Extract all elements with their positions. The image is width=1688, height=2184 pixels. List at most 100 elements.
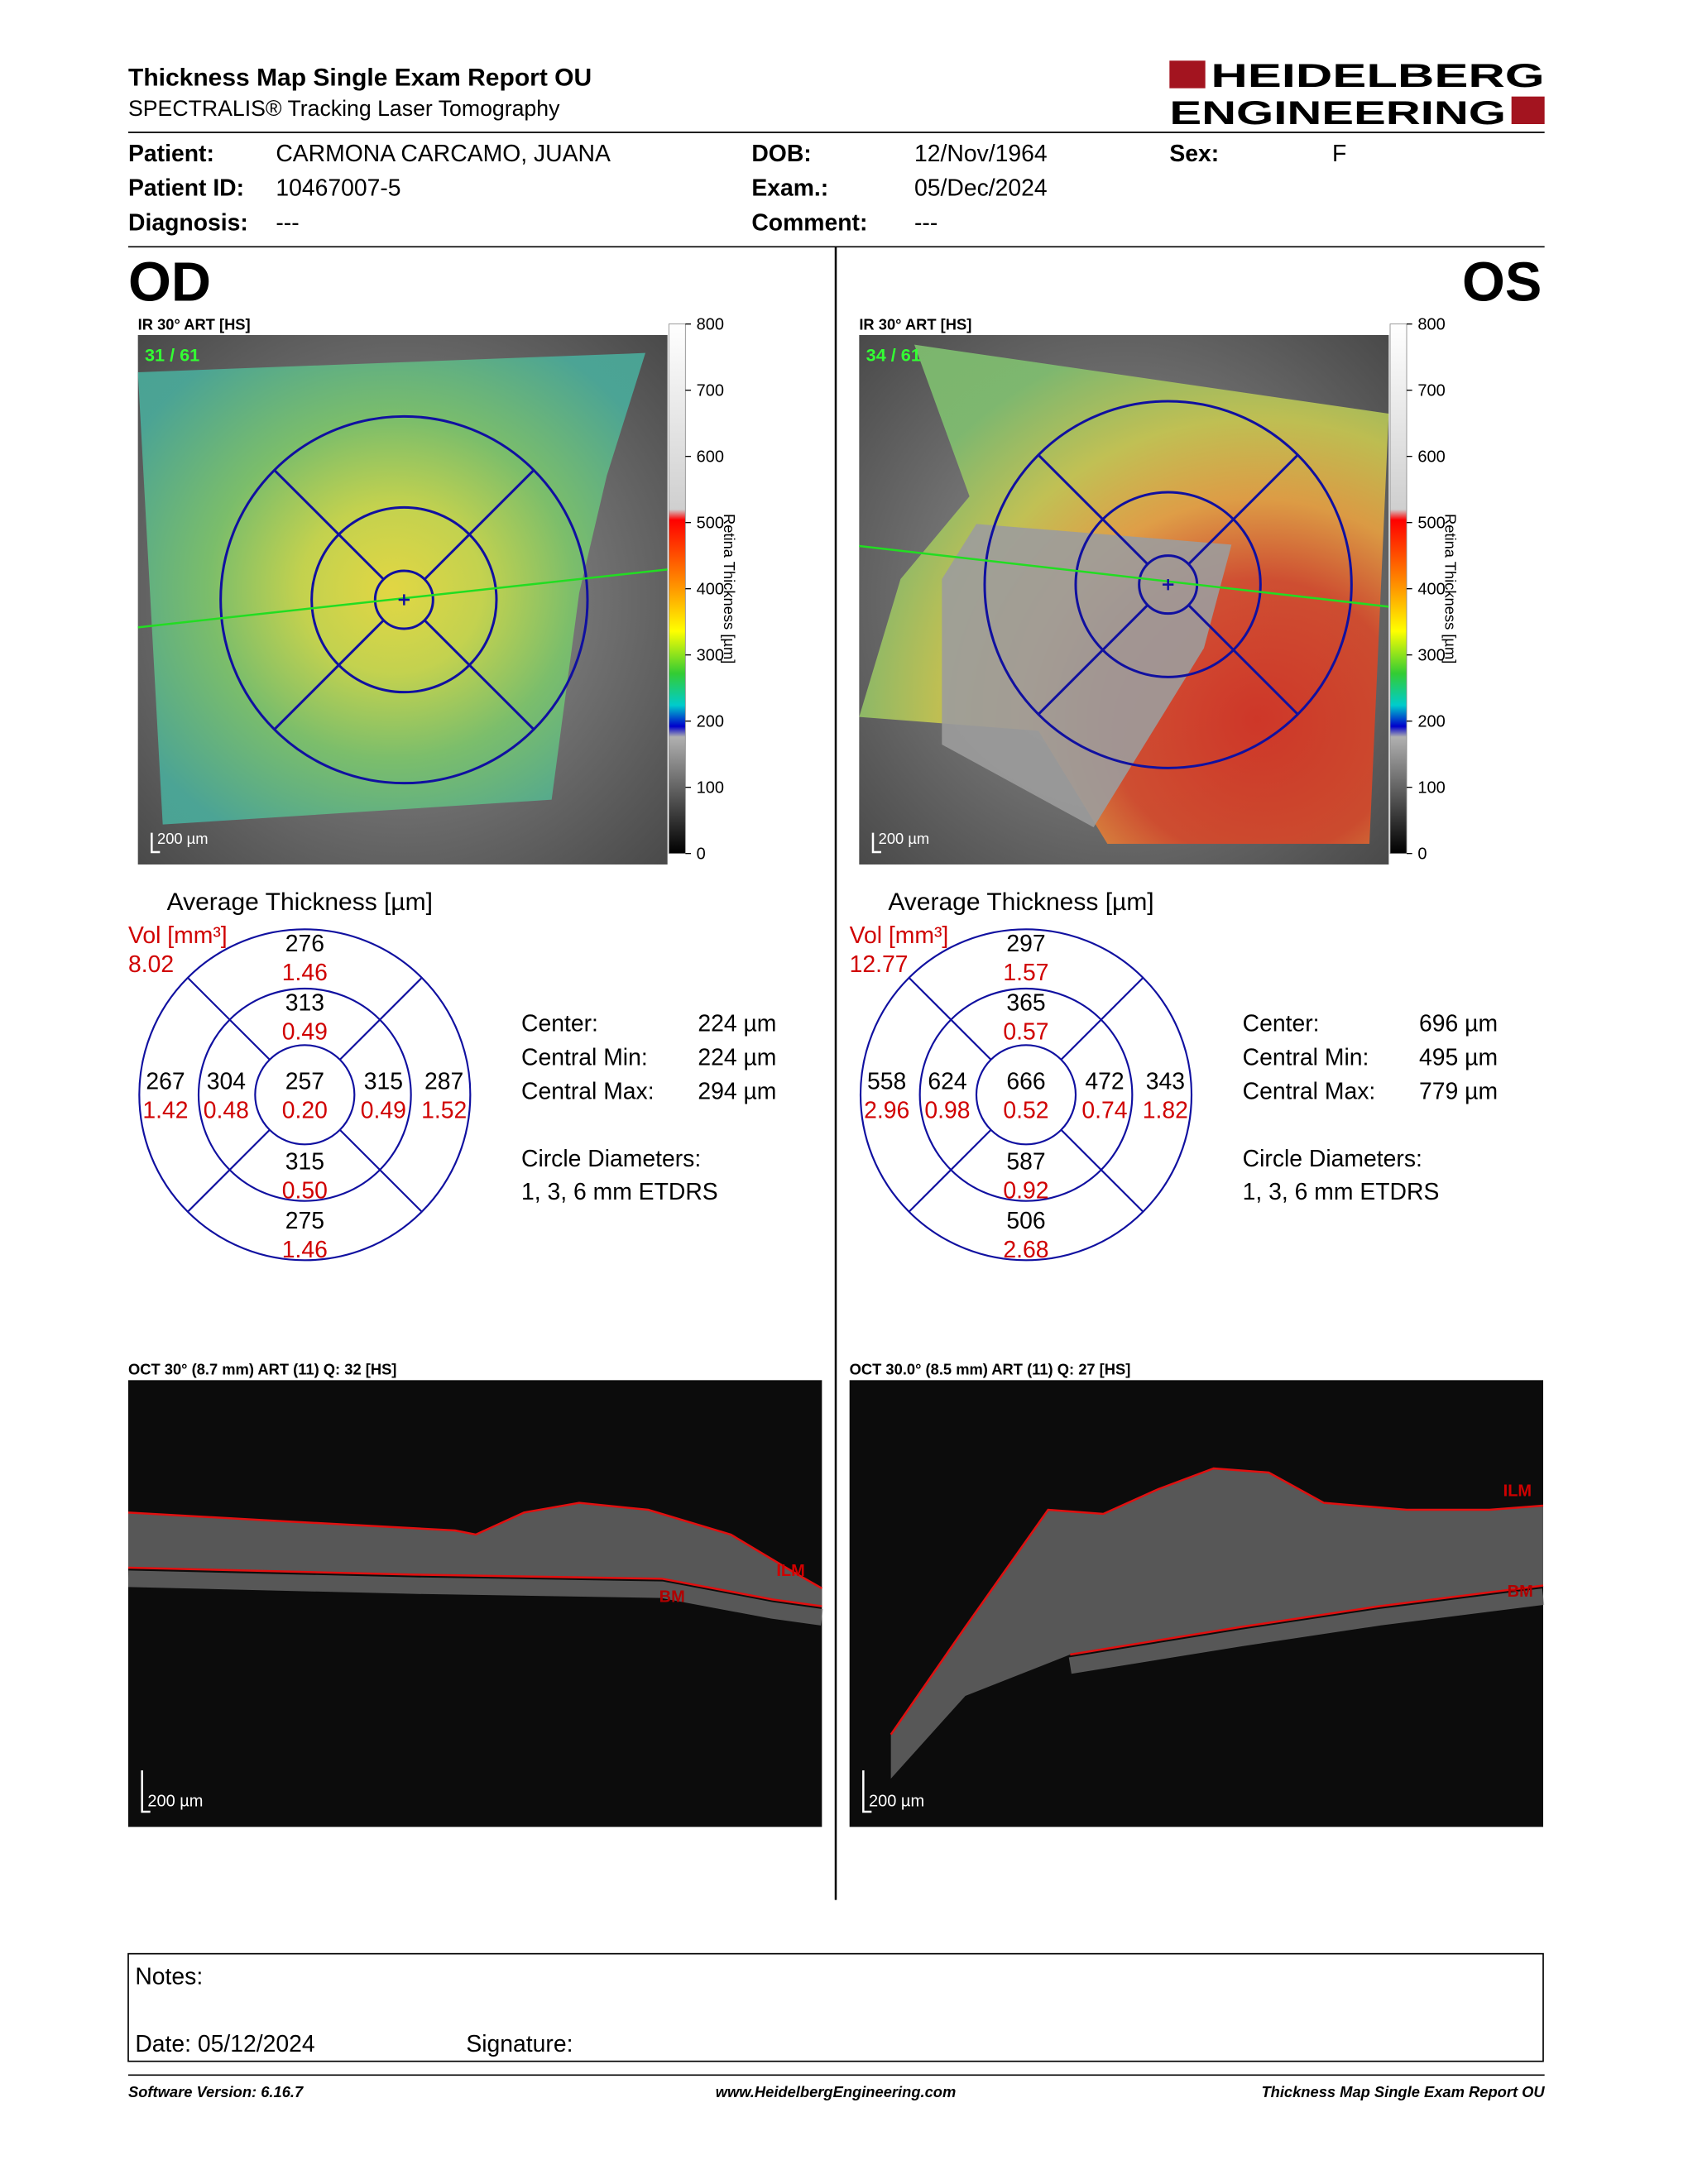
rpe-band	[127, 1570, 823, 1626]
ilm-label: ILM	[1503, 1482, 1532, 1500]
notes-label: Notes:	[135, 1963, 203, 1990]
sector-thickness: 315	[364, 1069, 403, 1095]
color-tick-label: 100	[1417, 778, 1445, 797]
stat-value: 224 µm	[698, 1011, 776, 1037]
color-bar-title: Retina Thickness [µm]	[721, 514, 738, 663]
sector-volume: 0.49	[361, 1098, 406, 1124]
etdrs-ring	[310, 505, 498, 694]
color-tick-label: 700	[1417, 381, 1445, 400]
bm-line	[1070, 1584, 1544, 1656]
report-title: Thickness Map Single Exam Report OU	[128, 64, 592, 91]
color-tick-label: 700	[697, 381, 724, 400]
scan-index: 31 / 61	[145, 345, 199, 366]
eye-side: OS	[1462, 251, 1542, 313]
logo-block	[1511, 96, 1545, 124]
scale-bar	[141, 1770, 151, 1813]
circle-value: 1, 3, 6 mm ETDRS	[521, 1179, 718, 1205]
color-bar	[668, 323, 686, 855]
sector-volume: 0.20	[282, 1098, 328, 1124]
sector-volume: 2.96	[864, 1098, 909, 1124]
avg-title: Average Thickness [µm]	[167, 888, 433, 916]
bm-line	[127, 1566, 822, 1607]
sector-volume: 1.46	[282, 960, 328, 986]
field-label: Diagnosis:	[128, 209, 248, 236]
field-label: Exam.:	[751, 175, 828, 202]
etdrs-spoke	[338, 1128, 423, 1213]
field-label: Patient:	[128, 141, 214, 167]
stat-label: Central Max:	[1243, 1078, 1376, 1104]
color-bar-title: Retina Thickness [µm]	[1442, 514, 1460, 663]
etdrs-spoke	[1060, 977, 1144, 1061]
scale-label: 200 µm	[157, 830, 209, 847]
color-tick-label: 500	[697, 514, 724, 532]
color-tick-label: 600	[1417, 448, 1445, 466]
sector-thickness: 287	[424, 1069, 463, 1095]
etdrs-ring	[859, 928, 1193, 1262]
field-value: 10467007-5	[276, 175, 400, 202]
field-label: Sex:	[1169, 141, 1219, 167]
map-gap	[942, 524, 1232, 827]
etdrs-ring	[197, 987, 412, 1202]
color-tick-label: 300	[697, 646, 724, 664]
eye-panel: OD IR 30° ART [HS] 31 / 61 200 µm 800 700 600 5…	[127, 251, 823, 1827]
etdrs-spoke	[187, 977, 271, 1061]
circle-value: 1, 3, 6 mm ETDRS	[1243, 1179, 1440, 1205]
scan-line	[859, 544, 1389, 608]
color-tick-label: 400	[697, 580, 724, 598]
sector-volume: 2.68	[1003, 1237, 1048, 1263]
oct-scale-label: 200 µm	[869, 1792, 924, 1810]
sector-thickness: 276	[285, 931, 324, 957]
etdrs-ring	[219, 414, 589, 785]
fundus-label: IR 30° ART [HS]	[138, 315, 251, 333]
oct-label: OCT 30.0° (8.5 mm) ART (11) Q: 27 [HS]	[850, 1361, 1131, 1378]
etdrs-ring	[138, 928, 472, 1262]
footer-report: Thickness Map Single Exam Report OU	[1261, 2083, 1545, 2100]
retina-tissue	[890, 1468, 1543, 1779]
sector-volume: 0.92	[1003, 1177, 1048, 1204]
stat-label: Central Min:	[1243, 1045, 1369, 1071]
vol-value: 8.02	[128, 951, 174, 978]
field-value: 05/Dec/2024	[914, 175, 1048, 202]
notes-box	[127, 1952, 1544, 2062]
notes-date: Date: 05/12/2024	[135, 2031, 314, 2057]
color-bar	[1389, 323, 1407, 855]
etdrs-spoke	[1037, 604, 1149, 716]
color-tick-label: 500	[1417, 514, 1445, 532]
eye-panel: OS IR 30° ART [HS] 34 / 61 200 µm 800 700 600 5…	[849, 251, 1545, 1827]
etdrs-spoke	[273, 469, 385, 581]
color-tick-label: 800	[1417, 315, 1445, 333]
oct-label: OCT 30° (8.7 mm) ART (11) Q: 32 [HS]	[128, 1361, 396, 1378]
color-tick-label: 100	[697, 778, 724, 797]
color-tick-label: 200	[1417, 712, 1445, 730]
color-tick-label: 200	[697, 712, 724, 730]
etdrs-ring	[254, 1044, 356, 1146]
ilm-line	[127, 1502, 822, 1590]
sector-thickness: 297	[1006, 931, 1045, 957]
field-value: CARMONA CARCAMO, JUANA	[276, 141, 611, 167]
sector-volume: 0.48	[204, 1098, 249, 1124]
etdrs-ring	[983, 400, 1353, 769]
logo-text: HEIDELBERG	[1211, 58, 1544, 94]
sector-thickness: 267	[146, 1069, 185, 1095]
stat-value: 696 µm	[1419, 1011, 1498, 1037]
rpe-band	[1068, 1588, 1545, 1674]
scale-label: 200 µm	[879, 830, 930, 847]
sector-volume: 0.74	[1081, 1098, 1127, 1124]
sector-thickness: 304	[207, 1069, 246, 1095]
sector-thickness: 666	[1006, 1069, 1045, 1095]
sector-thickness: 365	[1006, 990, 1045, 1017]
ilm-line	[890, 1467, 1544, 1736]
etdrs-spoke	[338, 977, 423, 1061]
scale-bar	[862, 1770, 872, 1813]
color-tick-label: 0	[1417, 845, 1427, 863]
etdrs-spoke	[1187, 604, 1299, 716]
field-label: Comment:	[751, 209, 867, 236]
field-value: F	[1332, 141, 1346, 167]
etdrs-spoke	[187, 1128, 271, 1213]
scan-line	[137, 568, 668, 629]
fundus-label: IR 30° ART [HS]	[859, 315, 971, 333]
sector-thickness: 624	[928, 1069, 966, 1095]
etdrs-spoke	[273, 619, 385, 730]
sector-volume: 1.82	[1143, 1098, 1188, 1124]
stat-value: 495 µm	[1419, 1045, 1498, 1071]
